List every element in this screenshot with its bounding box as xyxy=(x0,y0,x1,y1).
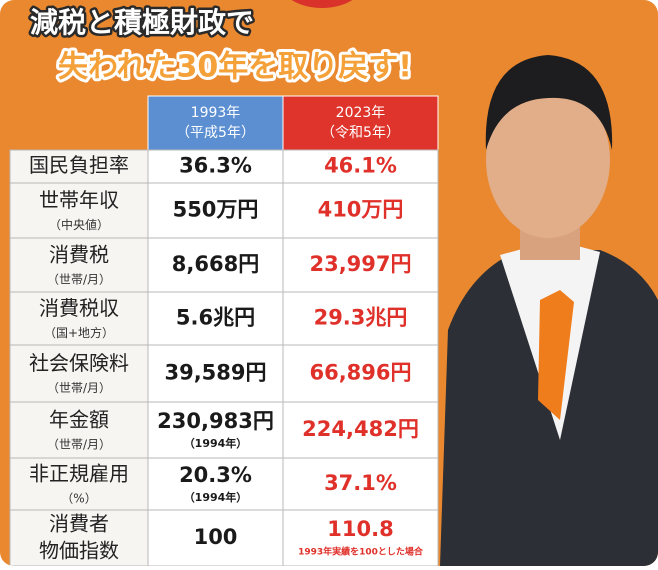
label-cell xyxy=(9,344,149,403)
cell-value: 36.3% xyxy=(179,154,252,178)
comparison-table: 1993年 （平成5年） 2023年 （令和5年） 国民負担率 36.3% 46.1% 世帯年… xyxy=(9,95,439,566)
label-cell xyxy=(9,401,149,459)
row-label: 消費者 xyxy=(49,512,109,536)
column-year: 1993年 xyxy=(191,105,241,121)
value-cell xyxy=(282,149,439,184)
row-label: 消費税 xyxy=(49,243,109,267)
value-cell xyxy=(147,182,284,239)
cell-note: （1994年） xyxy=(184,490,248,504)
cell-value: 110.8 xyxy=(327,517,393,541)
cell-value: 39,589円 xyxy=(164,361,266,385)
value-cell xyxy=(282,401,439,459)
row-label: 年金額 xyxy=(49,408,109,432)
hair xyxy=(485,55,613,150)
cell-note: （1994年） xyxy=(184,436,248,450)
cell-value: 37.1% xyxy=(324,471,397,495)
value-cell xyxy=(282,291,439,346)
label-cell xyxy=(9,182,149,239)
row-sublabel: （世帯/月） xyxy=(47,273,111,287)
value-cell xyxy=(147,401,284,459)
label-cell xyxy=(9,509,149,566)
cell-value: 224,482円 xyxy=(302,417,419,441)
row-label: 消費税収 xyxy=(39,296,119,320)
row-sublabel: （%） xyxy=(61,492,96,506)
column-header xyxy=(282,95,439,151)
row-sublabel: （中央値） xyxy=(49,217,109,232)
cell-value: 410万円 xyxy=(318,198,404,222)
row-label: 物価指数 xyxy=(39,539,119,563)
portrait xyxy=(440,55,658,566)
title-line1: 減税と積極財政で xyxy=(30,6,254,39)
value-cell xyxy=(282,237,439,293)
cell-value: 46.1% xyxy=(324,154,397,178)
cell-value: 23,997円 xyxy=(309,252,411,276)
row-label: 世帯年収 xyxy=(39,188,119,212)
column-year: 2023年 xyxy=(336,105,386,121)
row-label: 社会保険料 xyxy=(29,351,129,375)
cell-value: 66,896円 xyxy=(309,361,411,385)
row-sublabel: （世帯/月） xyxy=(47,438,111,452)
row-sublabel: （世帯/月） xyxy=(47,381,111,395)
column-era: （平成5年） xyxy=(176,125,255,141)
tie xyxy=(538,290,574,420)
cell-value: 100 xyxy=(194,525,238,549)
face xyxy=(486,82,610,238)
column-header xyxy=(147,95,284,151)
row-sublabel: （国+地方） xyxy=(44,325,114,340)
column-era: （令和5年） xyxy=(321,125,400,141)
title-line2: 失われた30年を取り戻す! xyxy=(58,50,412,85)
row-label: 非正規雇用 xyxy=(29,462,129,486)
cell-value: 230,983円 xyxy=(157,409,274,433)
value-cell xyxy=(147,291,284,346)
value-cell xyxy=(147,457,284,511)
cell-value: 20.3% xyxy=(179,463,252,487)
cell-value: 8,668円 xyxy=(172,252,259,276)
cell-value: 5.6兆円 xyxy=(176,306,255,330)
cell-note: 1993年実績を100とした場合 xyxy=(298,546,424,558)
cell-value: 29.3兆円 xyxy=(314,306,408,330)
value-cell xyxy=(282,509,439,566)
value-cell xyxy=(282,344,439,403)
value-cell xyxy=(147,344,284,403)
row-label: 国民負担率 xyxy=(29,153,129,177)
value-cell xyxy=(147,237,284,293)
cell-value: 550万円 xyxy=(173,198,259,222)
